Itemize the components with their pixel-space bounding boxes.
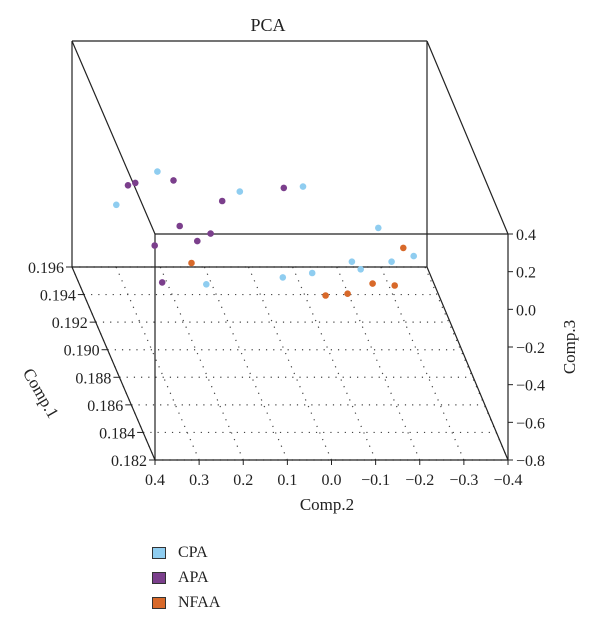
grid-line <box>380 266 465 461</box>
x-tick-label: −0.1 <box>361 472 390 489</box>
grid-line <box>159 266 244 461</box>
box-edge <box>426 266 509 461</box>
y-tick-label: 0.186 <box>87 398 123 415</box>
point-nfaa <box>400 244 407 252</box>
point-nfaa <box>391 282 399 289</box>
x-tick-label: 0.0 <box>322 472 342 489</box>
y-tick-label: 0.188 <box>75 370 111 387</box>
x-tick-label: −0.2 <box>405 472 434 489</box>
point-nfaa <box>322 292 329 299</box>
z-tick-label: −0.8 <box>516 453 545 470</box>
point-apa <box>176 222 183 230</box>
floor-grid <box>71 266 509 461</box>
y-tick-label: 0.184 <box>99 425 135 442</box>
x-axis-label: Comp.2 <box>300 495 354 514</box>
point-cpa <box>375 224 382 232</box>
z-tick-label: 0.0 <box>516 302 536 319</box>
legend: CPA APA NFAA <box>152 540 220 615</box>
point-apa <box>151 242 158 249</box>
point-cpa <box>299 183 307 190</box>
point-apa <box>280 184 288 192</box>
point-cpa <box>348 258 356 266</box>
point-cpa <box>279 274 287 281</box>
point-cpa <box>236 188 244 195</box>
point-cpa <box>410 252 418 260</box>
point-apa <box>218 197 226 205</box>
point-cpa <box>203 281 210 288</box>
z-axis-label: Comp.3 <box>560 320 579 374</box>
point-cpa <box>154 168 161 175</box>
point-cpa <box>388 258 395 266</box>
y-tick-label: 0.192 <box>52 315 88 332</box>
grid-line <box>247 266 333 461</box>
z-tick-label: −0.2 <box>516 340 545 357</box>
box-edge <box>71 40 156 235</box>
grid-line <box>292 266 377 461</box>
point-apa <box>194 237 201 245</box>
y-tick-label: 0.196 <box>28 260 64 277</box>
box-edge <box>426 40 509 235</box>
axis-ticks: 0.4 0.3 0.2 0.1 0.0 −0.1 −0.2 −0.3 −0.4 0.182 0.18… <box>28 227 545 489</box>
z-tick-label: −0.4 <box>516 378 545 395</box>
point-apa <box>132 179 139 187</box>
z-tick-label: 0.4 <box>516 227 536 244</box>
legend-swatch-cpa <box>152 546 166 559</box>
point-apa <box>158 279 166 286</box>
point-apa <box>207 230 214 237</box>
x-tick-label: 0.4 <box>145 472 165 489</box>
x-tick-label: −0.4 <box>493 472 522 489</box>
x-tick-label: 0.2 <box>233 472 253 489</box>
point-nfaa <box>188 259 195 267</box>
z-tick-label: −0.6 <box>516 415 545 432</box>
point-cpa <box>357 266 365 273</box>
y-tick-label: 0.182 <box>111 453 147 470</box>
legend-swatch-apa <box>152 571 166 584</box>
legend-item-cpa: CPA <box>152 540 220 565</box>
chart-title: PCA <box>250 15 285 35</box>
point-cpa <box>308 269 316 277</box>
x-tick-label: 0.3 <box>189 472 209 489</box>
legend-label-apa: APA <box>178 568 209 586</box>
y-tick-label: 0.194 <box>40 288 76 305</box>
data-points <box>113 168 418 299</box>
point-nfaa <box>369 280 376 287</box>
legend-swatch-nfaa <box>152 596 166 609</box>
point-cpa <box>113 201 120 209</box>
point-nfaa <box>344 290 351 298</box>
legend-label-nfaa: NFAA <box>178 593 221 611</box>
box-edge <box>71 266 156 461</box>
legend-label-cpa: CPA <box>178 543 208 561</box>
x-tick-label: 0.1 <box>277 472 297 489</box>
y-axis-label: Comp.1 <box>19 365 63 422</box>
y-tick-label: 0.190 <box>64 343 100 360</box>
legend-item-nfaa: NFAA <box>152 590 220 615</box>
legend-item-apa: APA <box>152 565 220 590</box>
z-tick-label: 0.2 <box>516 265 536 282</box>
x-tick-label: −0.3 <box>449 472 478 489</box>
grid-line <box>203 266 288 461</box>
point-apa <box>170 177 177 184</box>
bounding-box <box>71 40 509 461</box>
point-apa <box>124 182 132 189</box>
